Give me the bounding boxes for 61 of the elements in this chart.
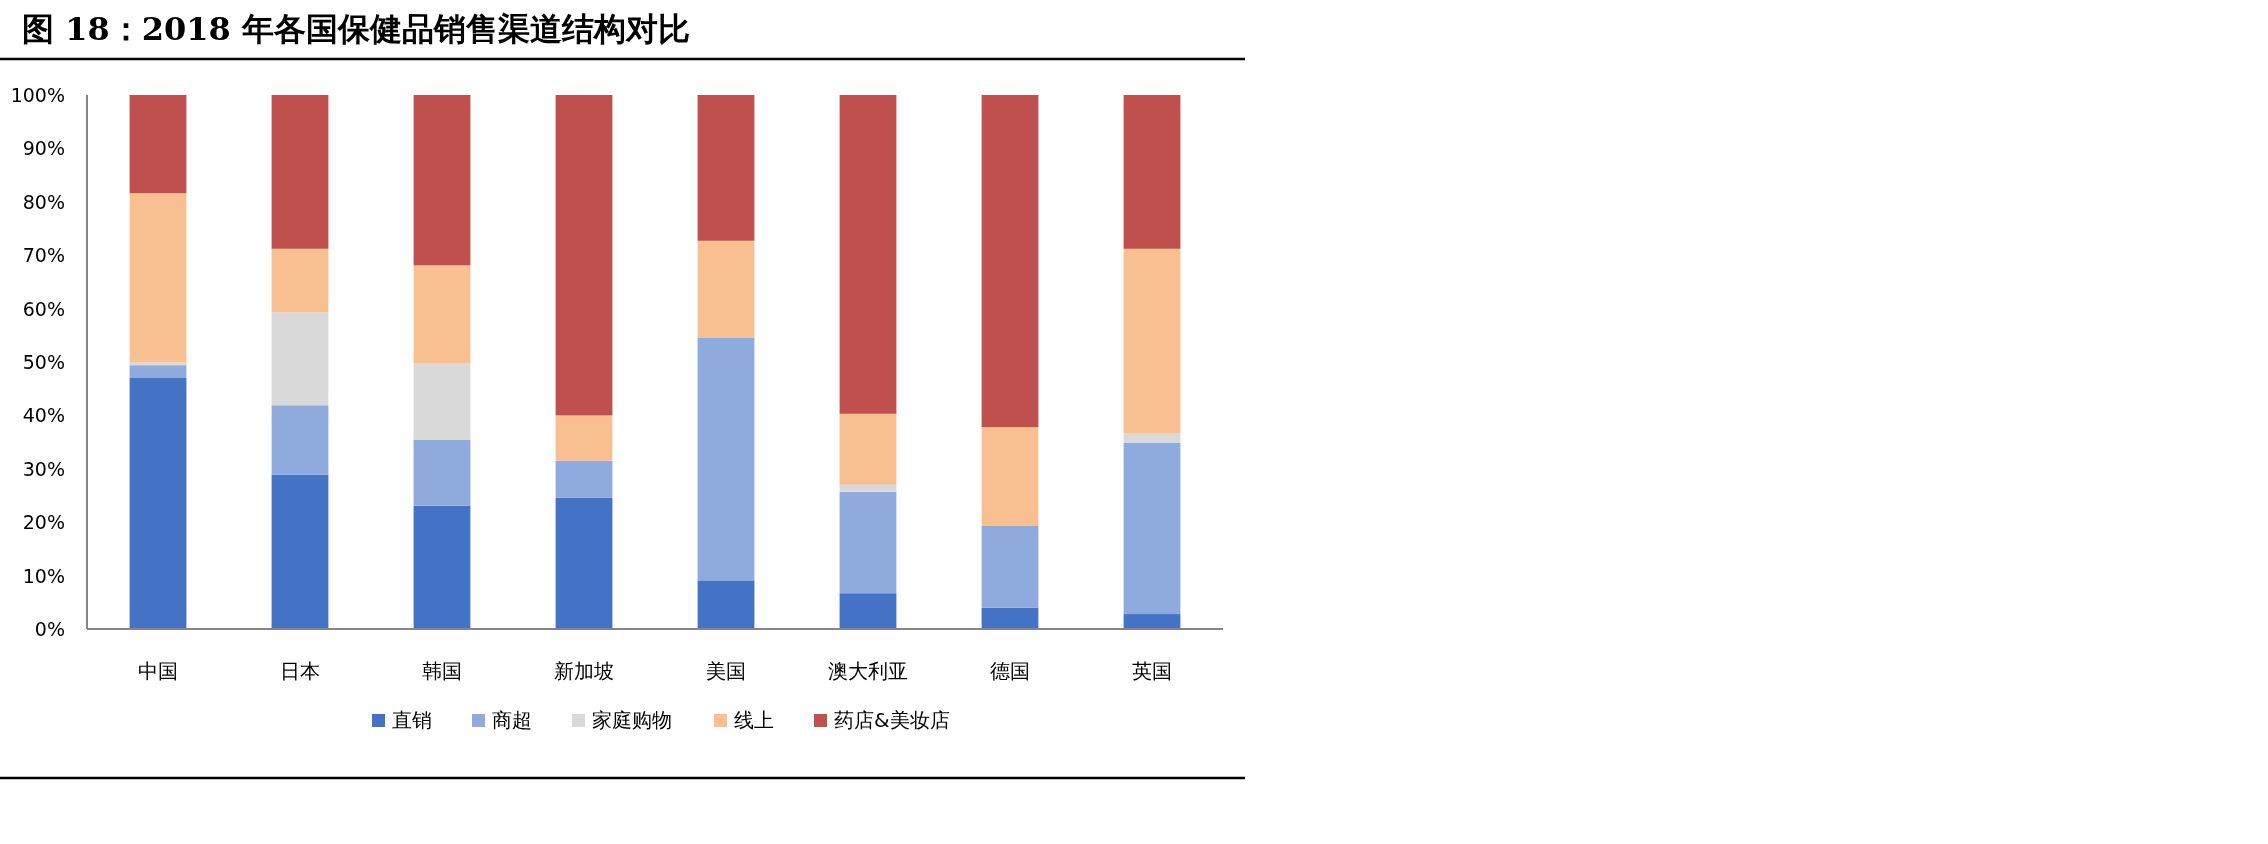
x-tick-label: 英国: [1132, 659, 1172, 683]
legend-label: 药店&美妆店: [834, 708, 950, 732]
y-tick-label: 10%: [22, 564, 65, 587]
bar: [271, 312, 329, 406]
bar: [129, 193, 187, 363]
bar: [413, 95, 471, 266]
bar: [697, 95, 755, 241]
x-tick-label: 日本: [280, 659, 320, 683]
y-tick-label: 100%: [10, 84, 65, 106]
bar: [413, 265, 471, 364]
x-tick-label: 澳大利亚: [828, 659, 908, 683]
bar: [981, 95, 1039, 428]
bar: [839, 593, 897, 629]
bar: [981, 427, 1039, 526]
bar: [981, 607, 1039, 629]
y-tick-label: 80%: [22, 190, 65, 213]
bar: [413, 439, 471, 506]
bar: [1123, 248, 1181, 434]
legend-label: 商超: [492, 708, 532, 732]
x-tick-label: 美国: [706, 659, 746, 683]
bar: [555, 497, 613, 629]
bar: [1123, 614, 1181, 629]
y-tick-label: 20%: [22, 511, 65, 534]
bar: [129, 95, 187, 194]
y-tick-label: 90%: [22, 137, 65, 160]
bar: [839, 413, 897, 485]
legend-label: 直销: [392, 708, 432, 732]
x-tick-label: 德国: [990, 659, 1030, 683]
y-tick-label: 40%: [22, 404, 65, 427]
x-tick-label: 中国: [138, 659, 178, 683]
y-tick-label: 60%: [22, 297, 65, 320]
bar: [413, 363, 471, 440]
bar: [1123, 442, 1181, 615]
x-tick-label: 新加坡: [554, 659, 614, 683]
y-tick-label: 30%: [22, 457, 65, 480]
bar: [839, 491, 897, 594]
bar: [1123, 433, 1181, 443]
bar: [981, 525, 1039, 608]
bar: [271, 95, 329, 249]
bar: [839, 484, 897, 492]
bar: [555, 415, 613, 461]
bar: [555, 460, 613, 498]
bar: [697, 337, 755, 581]
bar: [271, 405, 329, 475]
bar: [839, 95, 897, 414]
bar: [129, 365, 187, 379]
y-tick-label: 0%: [34, 618, 65, 640]
bar: [271, 248, 329, 313]
bar: [1123, 95, 1181, 249]
bar: [413, 505, 471, 629]
y-tick-label: 50%: [22, 351, 65, 373]
legend-label: 家庭购物: [592, 708, 672, 732]
bar: [555, 95, 613, 416]
y-tick-label: 70%: [22, 244, 65, 267]
bar: [697, 580, 755, 629]
chart-title: 图 18：2018 年各国保健品销售渠道结构对比: [22, 10, 690, 48]
bar: [271, 474, 329, 629]
bar: [129, 378, 187, 629]
bar: [697, 240, 755, 338]
x-tick-label: 韩国: [422, 659, 462, 683]
legend-label: 线上: [734, 708, 774, 732]
